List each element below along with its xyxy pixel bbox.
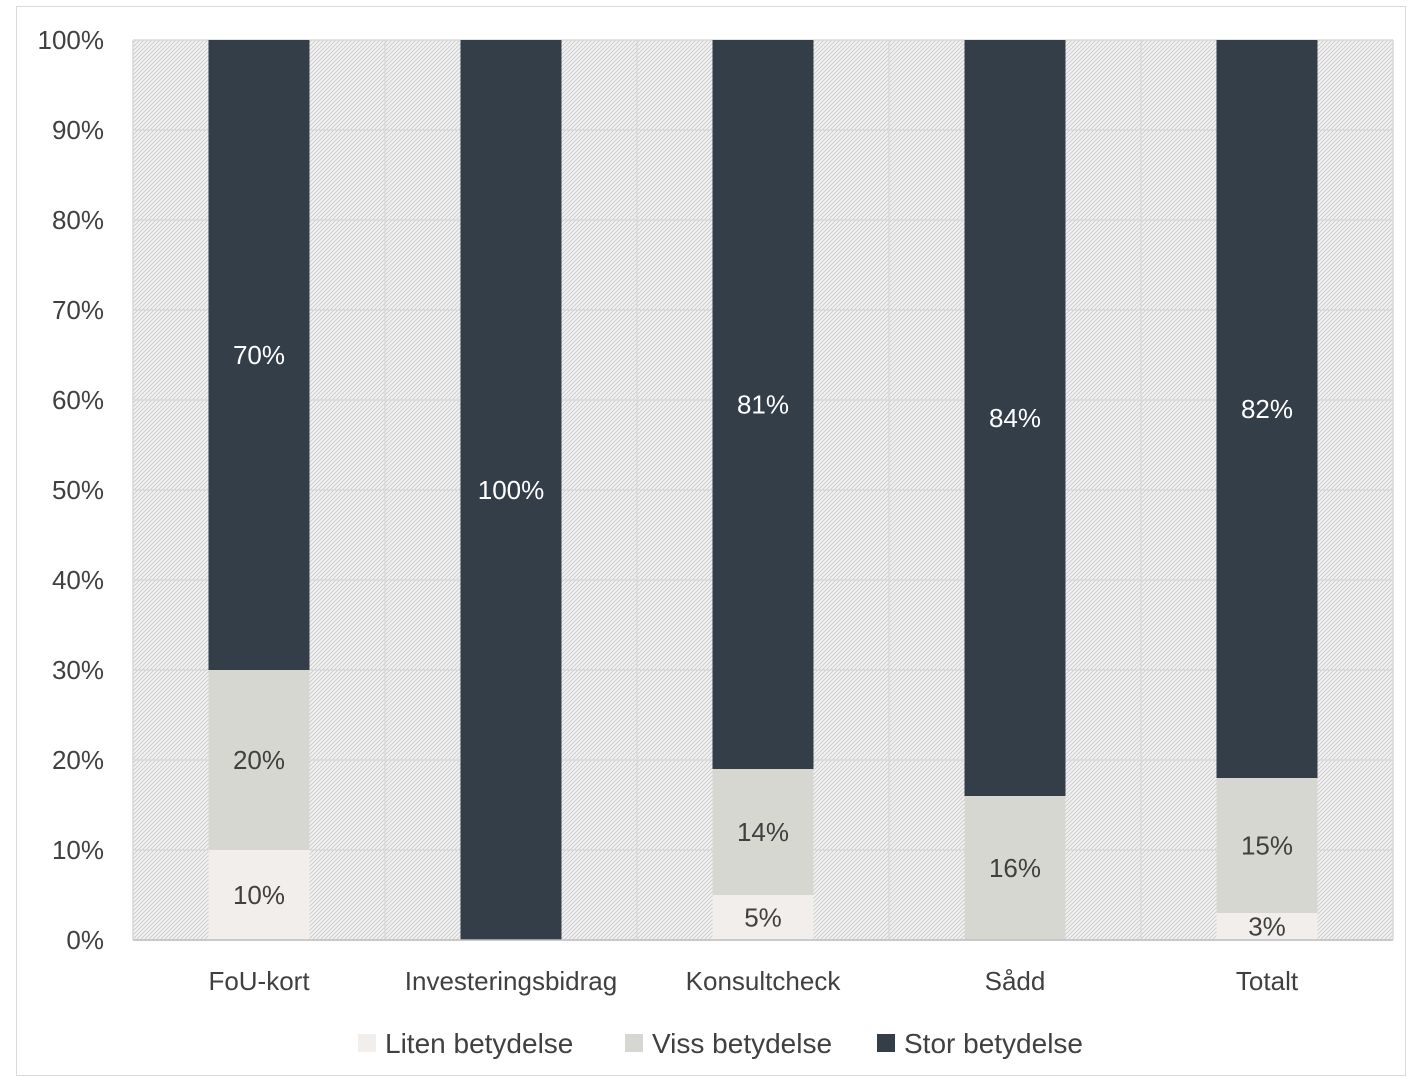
bar-segment: [964, 40, 1066, 796]
data-label: 84%: [989, 403, 1041, 433]
data-label: 81%: [737, 390, 789, 420]
legend-swatch: [625, 1034, 643, 1052]
y-tick-label: 50%: [52, 475, 104, 505]
bar-segment: [964, 796, 1066, 940]
y-tick-label: 60%: [52, 385, 104, 415]
bar-segment: [208, 670, 310, 850]
x-category-label: FoU-kort: [208, 966, 310, 996]
legend-swatch: [358, 1034, 376, 1052]
data-label: 70%: [233, 340, 285, 370]
data-label: 100%: [478, 475, 545, 505]
bar-segment: [1216, 778, 1318, 913]
data-label: 20%: [233, 745, 285, 775]
x-category-label: Sådd: [985, 966, 1046, 996]
y-tick-label: 80%: [52, 205, 104, 235]
data-label: 5%: [744, 903, 782, 933]
data-label: 15%: [1241, 831, 1293, 861]
y-tick-label: 70%: [52, 295, 104, 325]
legend-label: Viss betydelse: [652, 1028, 832, 1059]
bar-segment: [208, 850, 310, 940]
y-tick-label: 40%: [52, 565, 104, 595]
legend-label: Liten betydelse: [385, 1028, 573, 1059]
data-label: 3%: [1248, 912, 1286, 942]
data-label: 14%: [737, 817, 789, 847]
x-category-label: Totalt: [1236, 966, 1299, 996]
data-label: 82%: [1241, 394, 1293, 424]
legend-swatch: [877, 1034, 895, 1052]
x-category-label: Konsultcheck: [686, 966, 842, 996]
bar-segment: [1216, 40, 1318, 778]
legend-label: Stor betydelse: [904, 1028, 1083, 1059]
y-tick-label: 30%: [52, 655, 104, 685]
data-label: 16%: [989, 853, 1041, 883]
data-label: 10%: [233, 880, 285, 910]
x-category-label: Investeringsbidrag: [405, 966, 617, 996]
bar-segment: [208, 40, 310, 670]
bar-segment: [1216, 913, 1318, 940]
bar-segment: [712, 40, 814, 769]
y-tick-label: 90%: [52, 115, 104, 145]
y-tick-label: 100%: [38, 25, 105, 55]
y-tick-label: 20%: [52, 745, 104, 775]
bar-segment: [712, 769, 814, 895]
y-tick-label: 10%: [52, 835, 104, 865]
y-tick-label: 0%: [66, 925, 104, 955]
bar-segment: [460, 40, 562, 940]
bar-segment: [712, 895, 814, 940]
